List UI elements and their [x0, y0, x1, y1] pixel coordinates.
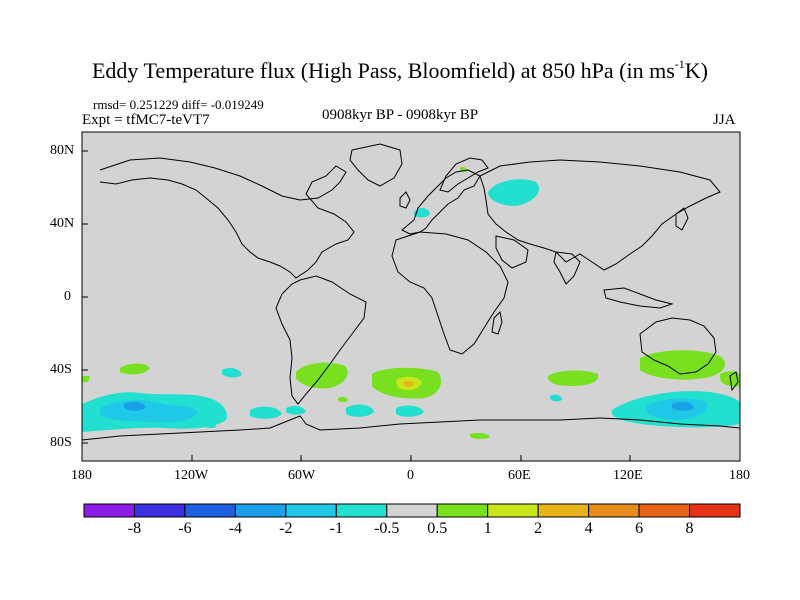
- coast-india: [553, 251, 581, 285]
- patch-cyan-small-indian: [550, 394, 562, 402]
- coast-se-asia-islands: [603, 287, 674, 309]
- patch-green-small-atlantic: [338, 397, 348, 403]
- patch-cyan-south-atlantic-1: [346, 404, 374, 417]
- coast-australia: [639, 317, 717, 375]
- lat-label-40s: 40S: [50, 362, 72, 377]
- stats-line: rmsd= 0.251229 diff= -0.019249: [93, 97, 264, 112]
- coast-europe: [401, 169, 481, 235]
- patch-darkcyan-southern-australia: [672, 401, 694, 411]
- title-superscript: -1: [674, 56, 685, 71]
- map-title: Eddy Temperature flux (High Pass, Bloomf…: [0, 56, 800, 84]
- coast-africa: [391, 231, 509, 355]
- colorbar-label-4: -1: [329, 520, 343, 537]
- coast-greenland: [349, 143, 403, 187]
- coast-scandinavia: [439, 157, 489, 193]
- coast-antarctica: [81, 415, 741, 441]
- lon-label-60e: 60E: [508, 468, 531, 483]
- patch-green-far-west: [82, 376, 90, 382]
- lat-label-80n: 80N: [50, 143, 75, 158]
- lat-label-40n: 40N: [50, 216, 75, 231]
- patch-cyan-drake-2: [286, 405, 306, 415]
- coast-arabia: [495, 235, 529, 269]
- patch-green-small-indian: [470, 433, 490, 439]
- coast-asia: [479, 159, 721, 271]
- patch-orange-south-atlantic: [404, 381, 414, 387]
- season-label: JJA: [713, 112, 736, 128]
- anomaly-patches: [82, 167, 740, 439]
- lon-label-180w: 180: [71, 468, 92, 483]
- patch-cyan-siberia: [488, 179, 540, 206]
- colorbar-label-7: 1: [483, 520, 492, 537]
- lon-label-120e: 120E: [613, 468, 643, 483]
- colorbar-label-10: 6: [635, 520, 644, 537]
- lon-label-180e: 180: [729, 468, 750, 483]
- lon-label-60w: 60W: [288, 468, 316, 483]
- coast-south-america: [275, 275, 367, 405]
- colorbar-label-5: -0.5: [374, 520, 400, 537]
- coastlines: [81, 143, 741, 441]
- patch-cyan-small-west: [222, 367, 242, 378]
- lat-ticks: [82, 150, 88, 444]
- coast-madagascar: [491, 310, 503, 335]
- experiment-label: Expt = tfMC7-teVT7: [82, 112, 210, 128]
- patch-cyan-south-atlantic-2: [396, 405, 424, 417]
- patch-green-australia: [640, 350, 725, 380]
- period-label: 0908kyr BP - 0908kyr BP: [322, 107, 479, 123]
- patch-green-south-pacific-west: [120, 363, 150, 375]
- lon-label-120w: 120W: [174, 468, 209, 483]
- patch-cyan-drake: [250, 406, 282, 419]
- patch-green-south-indian: [547, 370, 599, 386]
- colorbar-label-9: 4: [584, 520, 593, 537]
- colorbar-label-11: 8: [685, 520, 694, 537]
- colorbar-label-0: -8: [127, 520, 142, 537]
- title-main: Eddy Temperature flux (High Pass, Bloomf…: [91, 58, 675, 83]
- lon-label-0: 0: [407, 468, 414, 483]
- colorbar-label-8: 2: [534, 520, 543, 537]
- lat-label-0: 0: [64, 289, 71, 304]
- coast-uk: [399, 191, 411, 209]
- patch-darkcyan-south-pacific: [124, 401, 146, 411]
- title-unit: K): [684, 58, 708, 83]
- patch-cyan-europe: [414, 208, 430, 218]
- colorbar-label-6: 0.5: [427, 520, 448, 537]
- lon-ticks: [81, 455, 741, 461]
- colorbar-label-3: -2: [279, 520, 293, 537]
- patch-cyan-small-atlantic-west: [205, 423, 216, 429]
- colorbar-label-2: -4: [228, 520, 243, 537]
- colorbar-label-1: -6: [178, 520, 192, 537]
- lat-label-80s: 80S: [50, 435, 72, 450]
- coast-japan: [675, 207, 689, 231]
- coast-new-zealand: [729, 371, 739, 392]
- coast-north-america: [99, 157, 355, 279]
